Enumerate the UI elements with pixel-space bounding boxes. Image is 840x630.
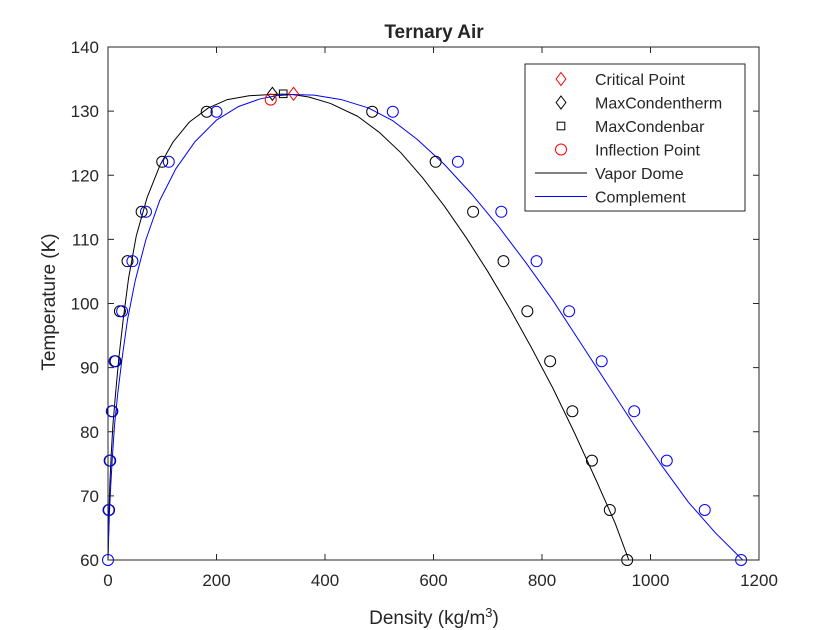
point-complement-points	[126, 255, 139, 268]
x-axis-label-superscript: 3	[485, 605, 492, 620]
chart-title: Ternary Air	[384, 22, 484, 43]
x-axis: 0 200 400 600 800 1000 1200	[103, 47, 778, 590]
x-axis-label: Density (kg/m3)	[369, 605, 499, 630]
legend-swatch-critical-point	[555, 71, 567, 87]
point-complement-points	[116, 305, 129, 318]
point-complement-points	[210, 105, 223, 118]
point-vapor-dome-points	[497, 255, 510, 268]
point-vapor-dome-points	[467, 205, 480, 218]
point-vapor-dome-points	[156, 155, 169, 168]
x-tick-label: 1200	[740, 571, 778, 590]
y-tick-label: 130	[71, 102, 99, 121]
point-complement-points	[139, 205, 152, 218]
x-axis-label-end: )	[493, 608, 499, 629]
point-complement-points	[628, 405, 641, 418]
point-maxcondentherm	[266, 86, 278, 102]
point-inflection-point	[264, 93, 277, 106]
y-tick-label: 60	[80, 551, 99, 570]
point-complement-points	[563, 305, 576, 318]
y-tick-label: 110	[72, 230, 99, 249]
point-critical-point	[288, 86, 300, 102]
series-line-complement	[107, 93, 744, 561]
point-complement-points	[595, 355, 608, 368]
point-vapor-dome-points	[585, 454, 598, 467]
legend-label-critical-point: Critical Point	[595, 72, 685, 89]
legend: Critical Point MaxCondentherm MaxCondenbar…	[524, 63, 746, 212]
point-complement-points	[386, 105, 399, 118]
legend-swatch-maxcondenbar	[556, 121, 566, 131]
x-tick-label: 200	[202, 571, 230, 590]
point-vapor-dome-points	[566, 405, 579, 418]
point-vapor-dome-points	[135, 205, 148, 218]
point-vapor-dome-points	[544, 355, 557, 368]
legend-label-inflection-point: Inflection Point	[595, 143, 701, 160]
legend-label-maxcondenbar: MaxCondenbar	[595, 119, 705, 136]
legend-label-vapor-dome: Vapor Dome	[595, 166, 684, 183]
point-complement-points	[495, 205, 508, 218]
x-tick-label: 1000	[632, 571, 670, 590]
point-maxcondenbar	[278, 89, 288, 99]
y-tick-label: 140	[71, 38, 99, 57]
y-tick-label: 80	[80, 423, 99, 442]
y-tick-label: 70	[80, 487, 99, 506]
point-complement-points	[103, 454, 116, 467]
x-axis-label-main: Density (kg/m	[369, 608, 485, 629]
x-tick-label: 0	[103, 571, 112, 590]
point-complement-points	[698, 503, 711, 516]
point-vapor-dome-points	[429, 155, 442, 168]
x-tick-label: 800	[528, 571, 556, 590]
point-complement-points	[102, 503, 115, 516]
legend-swatch-inflection-point	[555, 143, 567, 156]
series-markers	[102, 86, 748, 566]
point-vapor-dome-points	[521, 305, 534, 318]
point-vapor-dome-points	[603, 503, 616, 516]
x-tick-label: 400	[311, 571, 339, 590]
point-complement-points	[108, 355, 121, 368]
point-complement-points	[162, 155, 175, 168]
point-vapor-dome-points	[200, 105, 213, 118]
x-tick-label: 600	[419, 571, 447, 590]
legend-label-complement: Complement	[595, 190, 686, 207]
point-complement-points	[530, 255, 543, 268]
point-vapor-dome-points	[366, 105, 379, 118]
y-tick-label: 90	[80, 359, 99, 378]
y-axis-label: Temperature (K)	[39, 233, 60, 370]
legend-label-maxcondentherm: MaxCondentherm	[595, 96, 722, 113]
y-tick-label: 100	[71, 295, 99, 314]
legend-box	[524, 63, 746, 212]
point-complement-points	[105, 405, 118, 418]
legend-swatch-maxcondentherm	[555, 95, 567, 110]
point-vapor-dome-points	[121, 255, 134, 268]
y-axis: 60 70 80 90 100 110 120 130 140	[71, 38, 759, 570]
point-complement-points	[660, 454, 673, 467]
y-tick-label: 120	[71, 166, 99, 185]
point-complement-points	[451, 155, 464, 168]
